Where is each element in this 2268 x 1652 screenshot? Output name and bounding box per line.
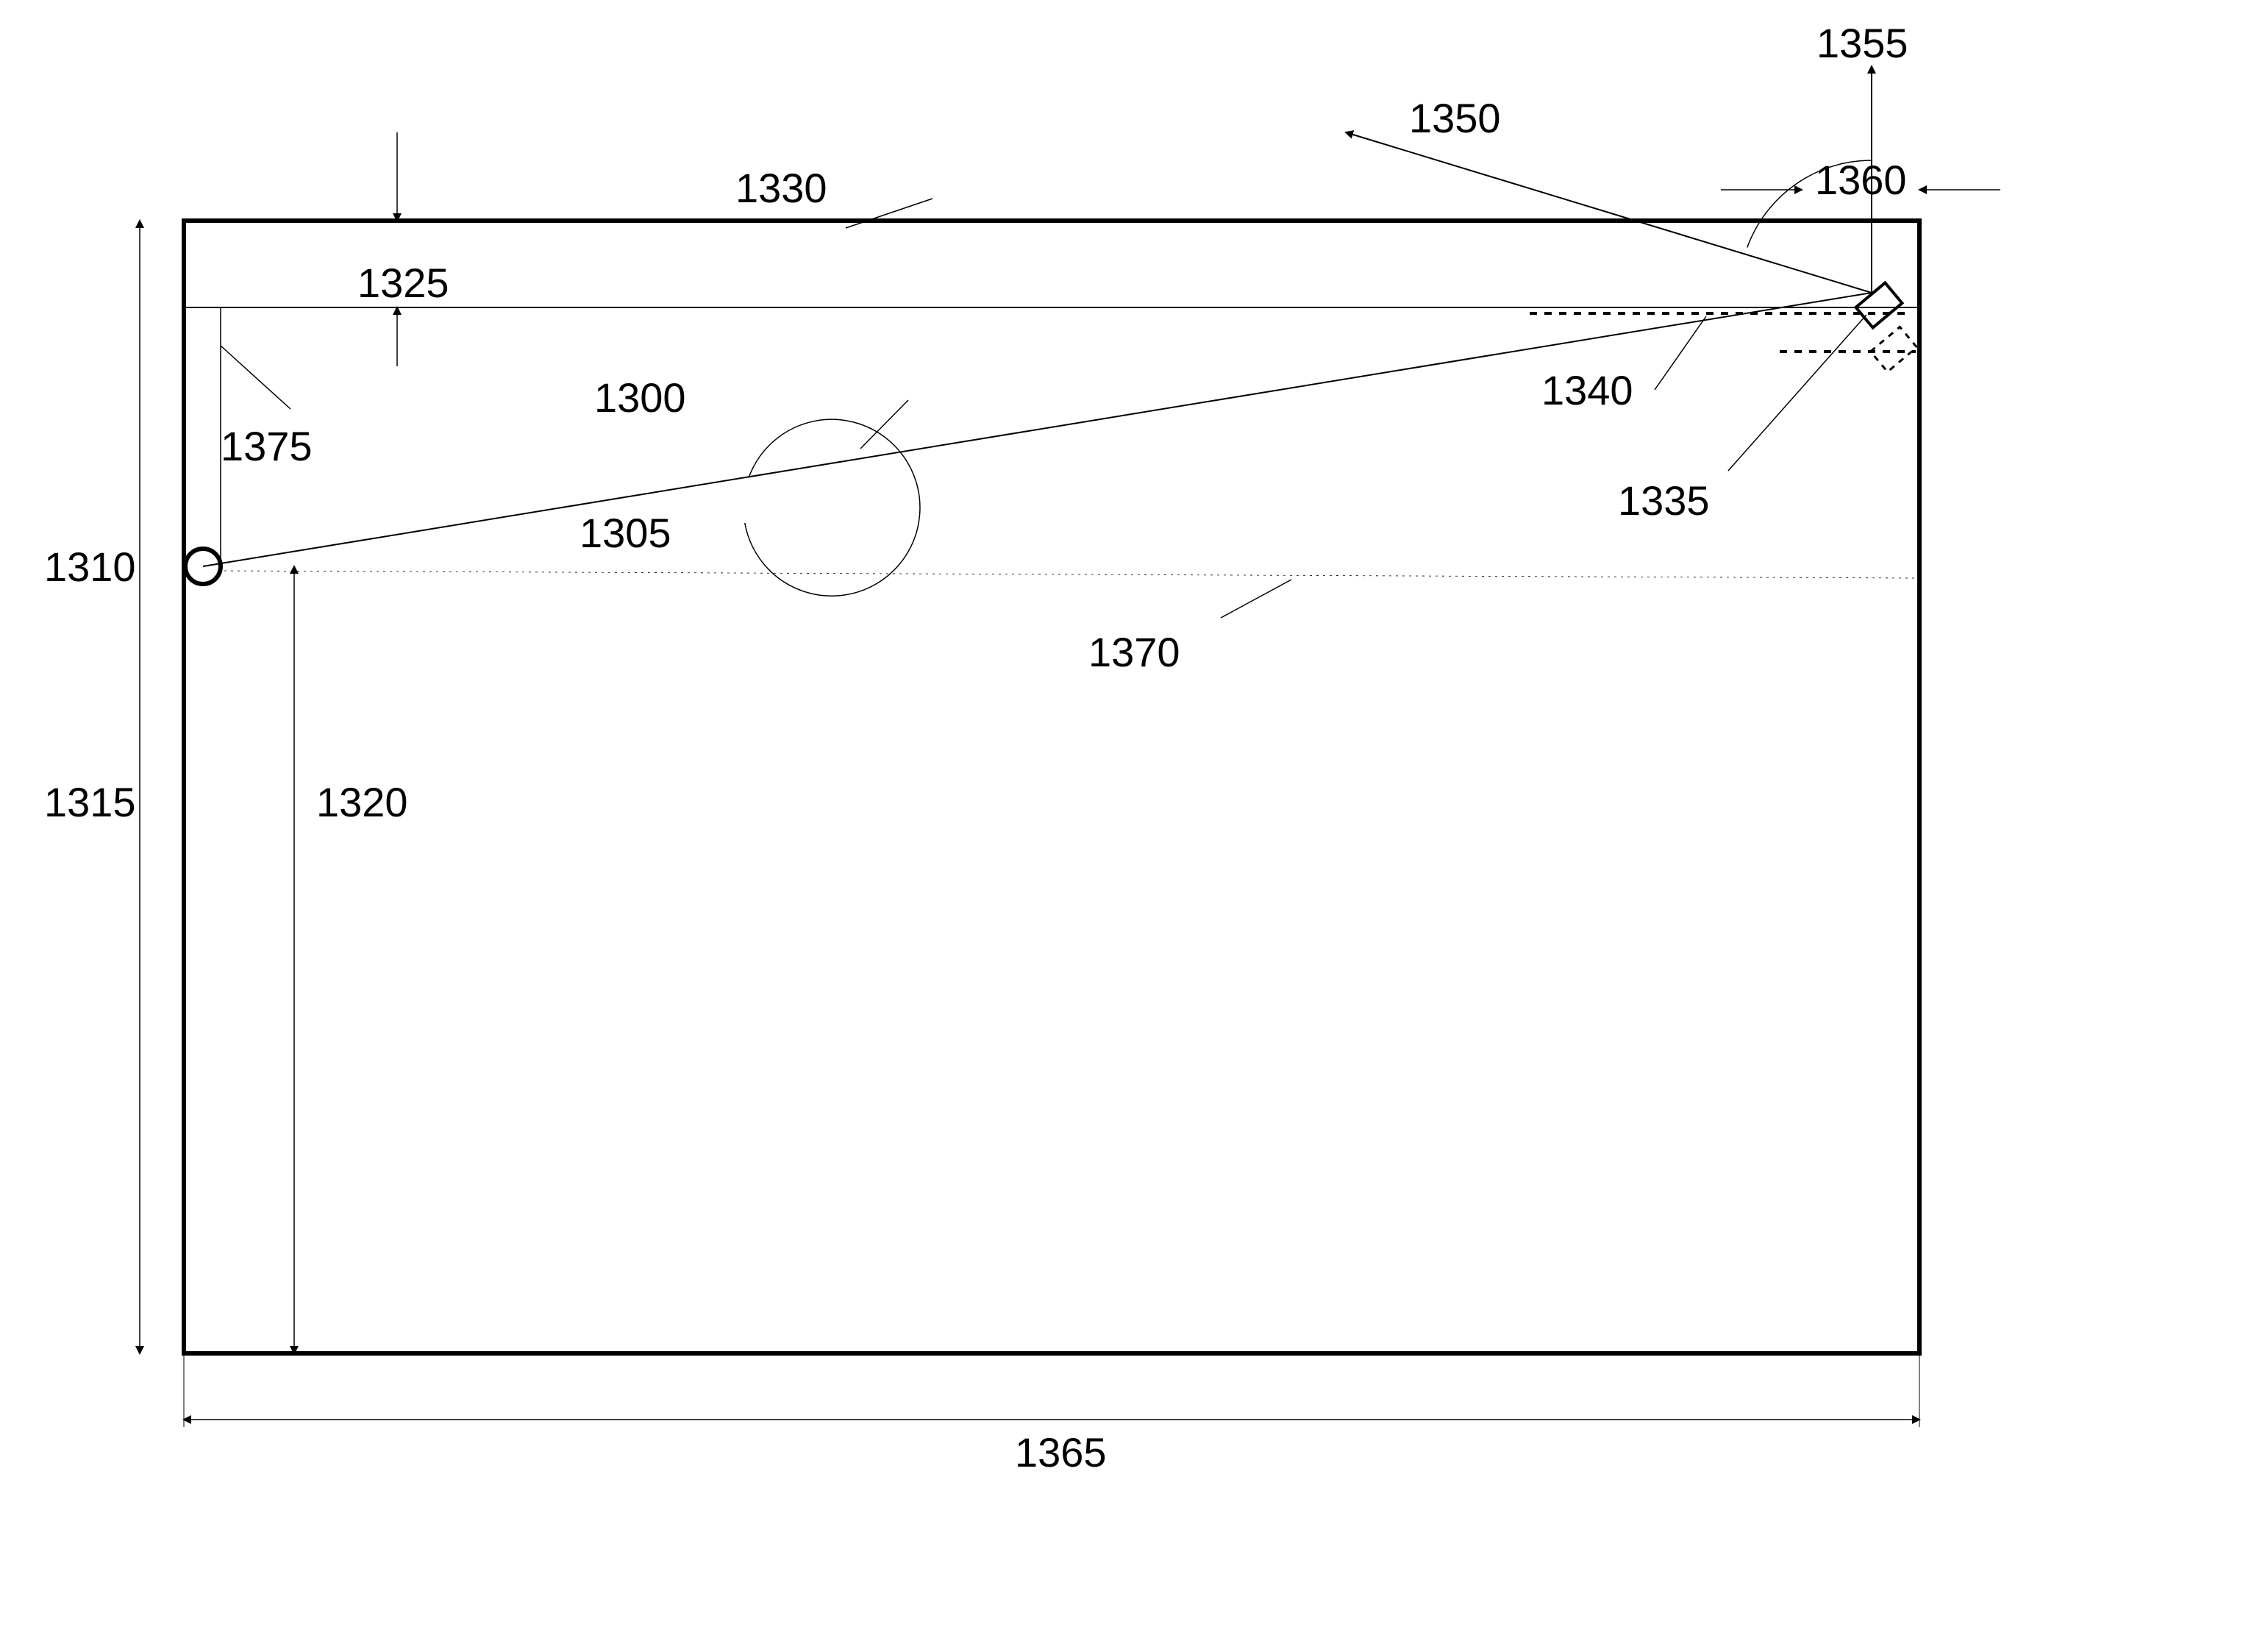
label-1360: 1360 bbox=[1815, 157, 1907, 203]
label-1330: 1330 bbox=[735, 165, 827, 211]
label-1325: 1325 bbox=[357, 260, 449, 306]
label-1375: 1375 bbox=[221, 423, 313, 469]
label-1335: 1335 bbox=[1618, 477, 1710, 524]
label-1300: 1300 bbox=[594, 374, 686, 421]
label-1365: 1365 bbox=[1015, 1429, 1107, 1475]
label-1310: 1310 bbox=[44, 544, 136, 590]
label-1350: 1350 bbox=[1409, 95, 1501, 141]
canvas-bg bbox=[0, 0, 2268, 1652]
label-1340: 1340 bbox=[1541, 367, 1633, 413]
label-1315: 1315 bbox=[44, 779, 136, 825]
label-1305: 1305 bbox=[580, 510, 671, 556]
label-1320: 1320 bbox=[316, 779, 408, 825]
technical-diagram: 1300 1305 1310 1315 1320 1325 1330 1335 1340 1350… bbox=[0, 0, 2268, 1652]
label-1355: 1355 bbox=[1816, 20, 1908, 66]
label-1370: 1370 bbox=[1088, 629, 1180, 675]
